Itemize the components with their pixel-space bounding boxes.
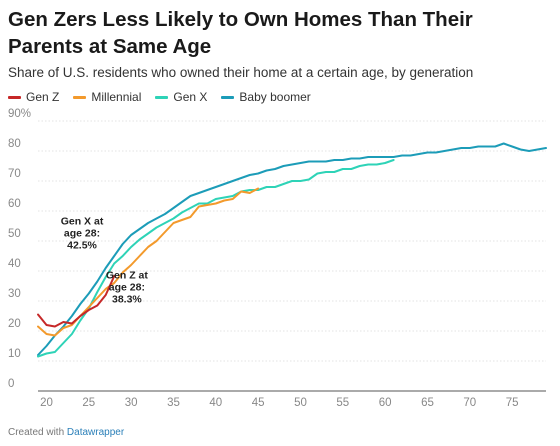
x-tick-label-55: 55 <box>336 397 349 409</box>
legend: Gen Z Millennial Gen X Baby boomer <box>8 90 311 104</box>
y-tick-label-70: 70 <box>8 168 21 180</box>
x-tick-label-65: 65 <box>421 397 434 409</box>
legend-label-baby-boomer: Baby boomer <box>239 90 311 104</box>
y-tick-label-60: 60 <box>8 198 21 210</box>
footer-credit: Created with Datawrapper <box>8 427 124 438</box>
legend-swatch-gen-x <box>155 95 169 99</box>
x-tick-label-50: 50 <box>294 397 307 409</box>
legend-item-gen-z: Gen Z <box>8 90 59 104</box>
x-tick-label-45: 45 <box>252 397 265 409</box>
legend-swatch-gen-z <box>8 95 21 99</box>
legend-item-baby-boomer: Baby boomer <box>221 90 311 104</box>
annotation-0-line-2: 42.5% <box>67 240 97 252</box>
series-line-gen-z <box>37 275 116 328</box>
x-tick-label-60: 60 <box>379 397 392 409</box>
y-tick-label-90: 90% <box>8 108 31 120</box>
chart-subtitle: Share of U.S. residents who owned their … <box>8 65 474 80</box>
legend-item-millennial: Millennial <box>73 90 141 104</box>
annotation-1-line-0: Gen Z at <box>106 270 149 282</box>
legend-label-gen-x: Gen X <box>173 90 208 104</box>
y-tick-label-40: 40 <box>8 258 21 270</box>
annotation-0-line-1: age 28: <box>64 228 100 240</box>
legend-label-millennial: Millennial <box>91 90 142 104</box>
y-tick-label-10: 10 <box>8 348 21 360</box>
chart-title: Gen Zers Less Likely to Own Homes Than T… <box>8 8 473 58</box>
series-line-millennial <box>37 187 260 337</box>
x-tick-label-40: 40 <box>209 397 222 409</box>
footer-prefix: Created with <box>8 427 67 438</box>
x-tick-label-20: 20 <box>40 397 53 409</box>
footer-brand-link[interactable]: Datawrapper <box>66 427 125 438</box>
annotation-1-line-2: 38.3% <box>112 294 142 306</box>
legend-label-gen-z: Gen Z <box>26 90 60 104</box>
annotation-0-line-0: Gen X at <box>61 216 104 228</box>
y-tick-label-80: 80 <box>8 138 21 150</box>
annotation-1-line-1: age 28: <box>109 282 145 294</box>
series-line-baby-boomer <box>37 142 547 356</box>
x-tick-label-70: 70 <box>463 397 476 409</box>
x-tick-label-35: 35 <box>167 397 180 409</box>
x-tick-label-30: 30 <box>125 397 138 409</box>
legend-swatch-baby-boomer <box>221 95 235 99</box>
series-line-gen-x <box>37 159 395 358</box>
y-tick-label-20: 20 <box>8 318 21 330</box>
y-tick-label-0: 0 <box>8 378 14 390</box>
y-tick-label-50: 50 <box>8 228 21 240</box>
legend-swatch-millennial <box>73 95 87 99</box>
y-tick-label-30: 30 <box>8 288 21 300</box>
x-tick-label-25: 25 <box>82 397 95 409</box>
x-tick-label-75: 75 <box>506 397 519 409</box>
legend-item-gen-x: Gen X <box>155 90 207 104</box>
